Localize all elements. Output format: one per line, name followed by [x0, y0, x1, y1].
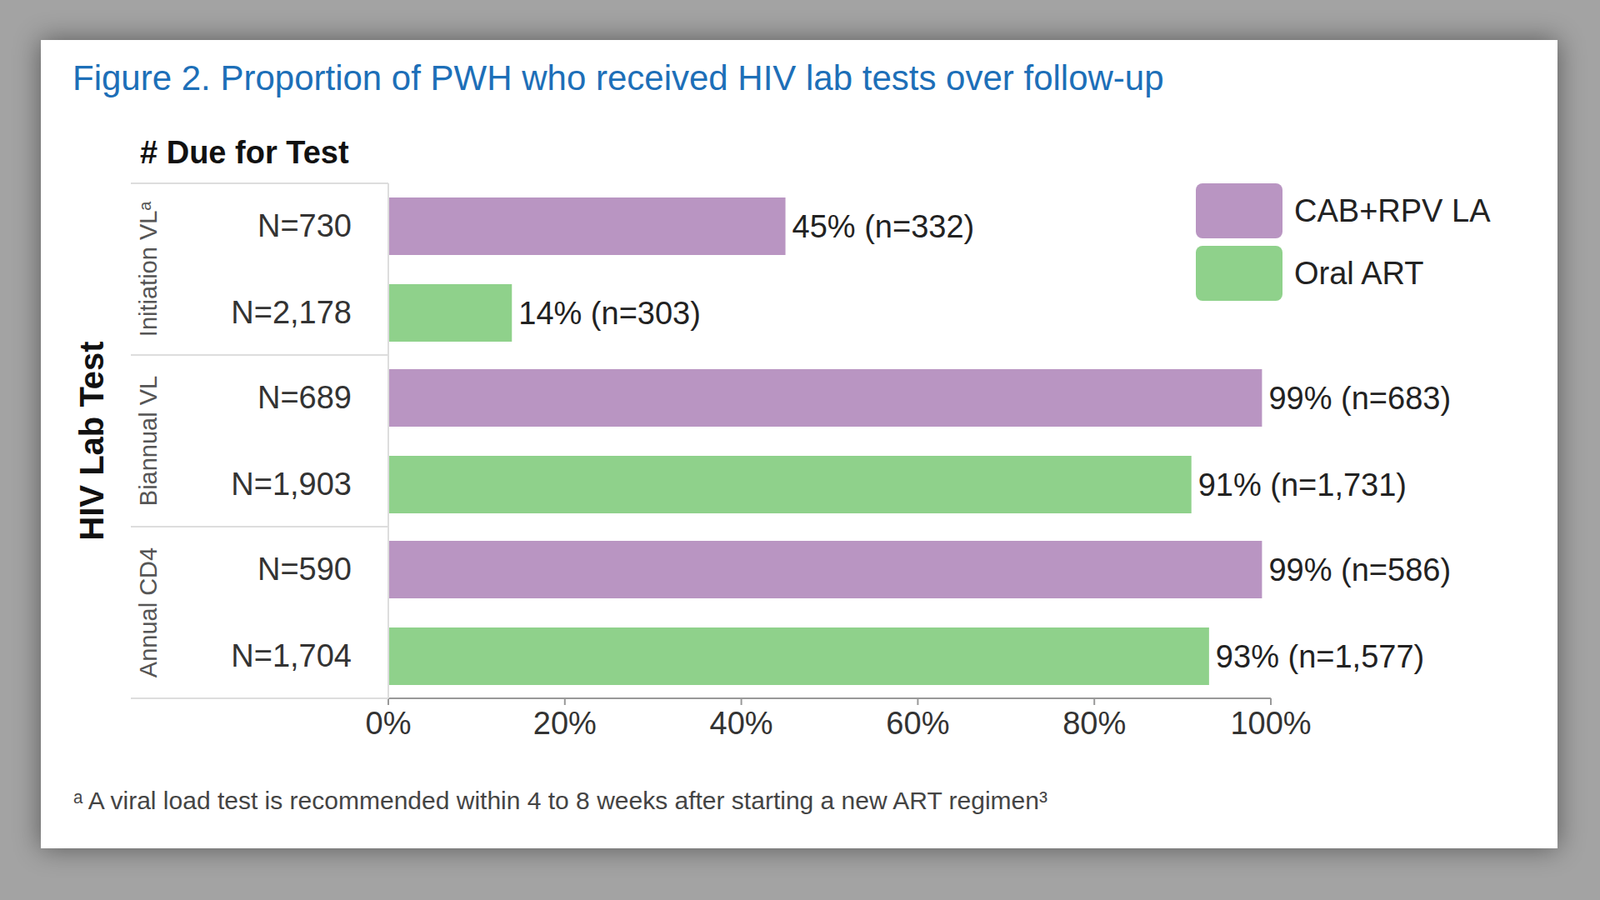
html-text:Figure 2. Proportion of PWH wh: Figure 2. Proportion of PWH who received…	[72, 58, 1164, 98]
svg-text:N=1,704: N=1,704	[230, 638, 352, 674]
svg-text:Initiation VLᵃ: Initiation VLᵃ	[135, 201, 162, 338]
svg-text:14% (n=303): 14% (n=303)	[518, 295, 701, 331]
svg-text:99% (n=683): 99% (n=683)	[1268, 380, 1451, 416]
svg-text:HIV Lab Test: HIV Lab Test	[73, 340, 110, 540]
html-text:Oral ART: Oral ART	[1294, 255, 1424, 291]
svg-text:40%: 40%	[710, 705, 774, 741]
svg-text:N=1,903: N=1,903	[230, 466, 352, 502]
svg-text:99% (n=586): 99% (n=586)	[1268, 552, 1451, 588]
svg-text:N=689: N=689	[257, 380, 352, 415]
svg-text:N=590: N=590	[257, 551, 352, 587]
svg-text:N=2,178: N=2,178	[230, 295, 352, 330]
html-text:# Due for Test: # Due for Test	[140, 135, 349, 170]
svg-text:93% (n=1,577): 93% (n=1,577)	[1215, 639, 1425, 675]
html-text:ᵃ A viral load test is recomme: ᵃ A viral load test is recommended withi…	[73, 786, 1048, 815]
svg-text:100%: 100%	[1230, 705, 1311, 741]
svg-text:Annual CD4: Annual CD4	[135, 547, 162, 678]
svg-text:Biannual VL: Biannual VL	[135, 375, 162, 506]
svg-text:45% (n=332): 45% (n=332)	[792, 209, 975, 245]
svg-text:N=730: N=730	[257, 208, 352, 244]
svg-text:80%: 80%	[1062, 705, 1126, 741]
svg-text:0%: 0%	[365, 705, 412, 741]
svg-text:91% (n=1,731): 91% (n=1,731)	[1198, 467, 1407, 503]
svg-text:20%: 20%	[533, 705, 597, 741]
svg-text:60%: 60%	[885, 705, 950, 741]
html-text:CAB+RPV LA: CAB+RPV LA	[1294, 192, 1491, 228]
